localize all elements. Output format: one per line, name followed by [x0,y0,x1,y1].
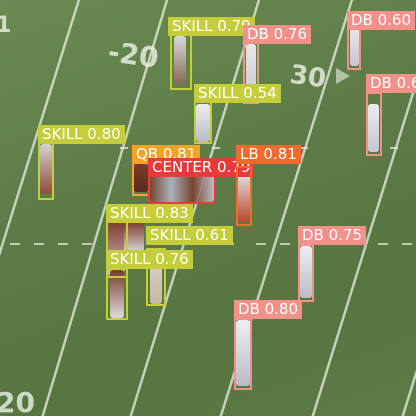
bounding-box [366,92,382,156]
detection-label: DB 0.80 [234,300,303,319]
yard-line [401,369,416,416]
player [196,104,210,142]
detection-label: DB 0.75 [298,226,367,245]
bounding-box [234,318,252,390]
detection-label: SKILL 0.83 [106,204,193,223]
bounding-box [38,142,54,200]
yard-line [0,0,81,257]
detection-label: DB 0.60 [347,11,416,30]
field-number: 1 [0,13,11,38]
bounding-box [298,244,314,302]
detection-label: SKILL 0.54 [194,84,281,103]
player [174,36,186,84]
detection-label: SKILL 0.76 [106,250,193,269]
player [350,28,359,66]
detection-label: SKILL 0.61 [146,226,233,245]
player [40,144,52,194]
bounding-box [236,166,252,226]
player [236,320,250,386]
yard-line [129,0,261,416]
detection-label: DB 0.6 [366,74,416,93]
player [368,104,379,152]
field-number: -20 [106,35,161,75]
bounding-box [194,100,212,144]
bounding-box [146,248,166,306]
detection-label: CENTER 0.79 [148,158,255,177]
yard-line [41,0,169,416]
detection-label: SKILL 0.79 [168,17,255,36]
player [124,222,144,252]
player [110,270,124,318]
player [238,170,250,222]
field-number: 20 [0,386,35,416]
player [300,246,312,298]
detection-label: LB 0.81 [236,145,301,164]
bounding-box [347,26,361,70]
bounding-box [170,32,192,90]
detection-label: SKILL 0.80 [38,125,125,144]
player [134,164,148,192]
yard-line [311,79,416,416]
detection-label: DB 0.76 [243,25,312,44]
player [246,44,256,100]
field-arrow [336,68,350,84]
field-number: 30 [288,60,328,95]
bounding-box [106,268,128,320]
